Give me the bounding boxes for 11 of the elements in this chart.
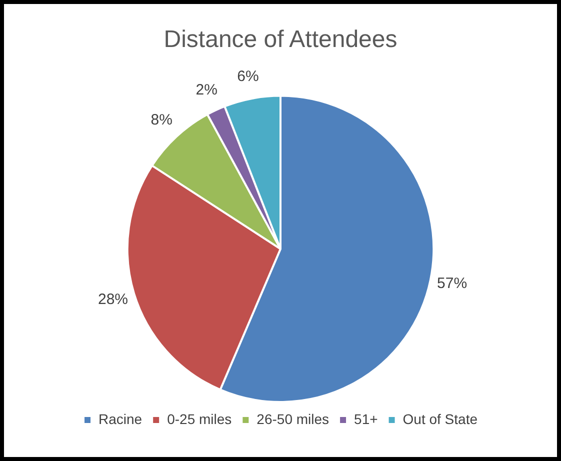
data-label: 8% [150,112,172,129]
legend-label: 0-25 miles [167,410,232,427]
legend-label: 51+ [354,410,378,427]
legend-label: Out of State [402,410,478,427]
chart-title: Distance of Attendees [164,26,398,54]
legend-label: Racine [98,410,142,427]
legend-label: 26-50 miles [256,410,330,427]
data-label: 57% [437,275,468,292]
data-label: 28% [98,291,128,308]
data-label: 2% [196,81,218,98]
data-label: 6% [237,68,259,85]
